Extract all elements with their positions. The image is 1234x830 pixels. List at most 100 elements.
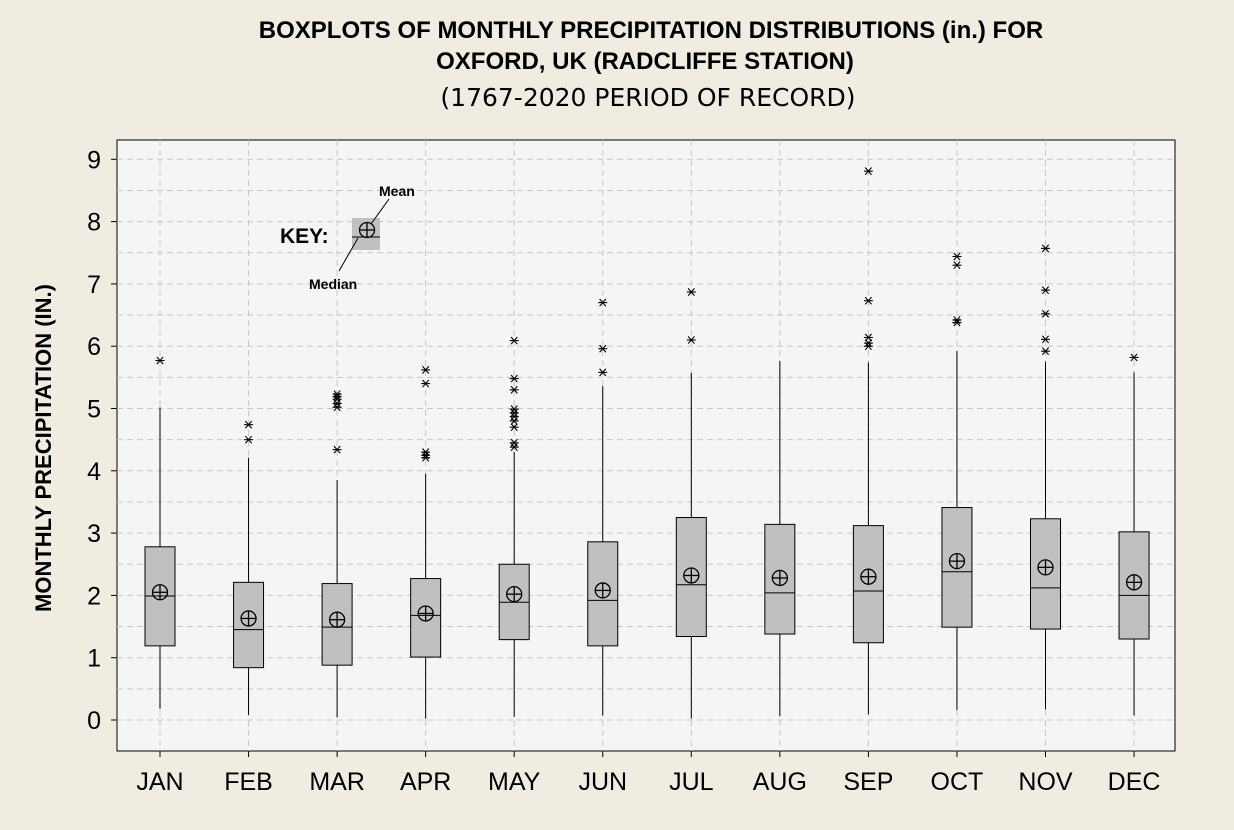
key-label: KEY:: [280, 225, 329, 248]
outlier-stroke: [599, 298, 607, 307]
chart-title-line2: OXFORD, UK (RADCLIFFE STATION): [436, 48, 854, 75]
outlier-stroke: [864, 342, 872, 351]
outlier-point: [863, 333, 873, 342]
x-tick-label: MAY: [488, 768, 541, 796]
outlier-point: [1041, 335, 1050, 344]
outlier-point: [421, 448, 431, 457]
key-box: [352, 218, 380, 250]
outlier-point: [952, 316, 962, 324]
x-tick-label: NOV: [1018, 768, 1073, 796]
outlier-point: [244, 420, 254, 429]
x-tick-label: APR: [400, 768, 451, 796]
outlier-point: [509, 405, 519, 414]
x-tick-label: OCT: [931, 768, 984, 796]
outlier-stroke: [1041, 347, 1050, 356]
outlier-point: [421, 379, 431, 388]
outlier-point: [952, 252, 962, 261]
y-tick-label: 1: [87, 645, 101, 673]
x-tick-label: JAN: [136, 768, 183, 796]
x-tick-label: MAR: [309, 768, 365, 796]
boxplot-jan: [144, 356, 176, 709]
outlier-stroke: [1041, 244, 1050, 253]
outlier-point: [598, 368, 608, 377]
y-tick-label: 7: [87, 271, 101, 299]
boxplot-sep: [852, 167, 884, 715]
outlier-point: [244, 435, 254, 444]
boxplot-jul: [675, 288, 707, 719]
outlier-stroke: [333, 390, 341, 399]
x-tick-label: SEP: [843, 768, 893, 796]
outlier-stroke: [422, 365, 430, 374]
x-tick-label: AUG: [753, 768, 807, 796]
boxplot-jun: [587, 298, 619, 716]
outlier-stroke: [510, 423, 518, 432]
outlier-stroke: [333, 445, 341, 454]
boxplot-apr: [410, 365, 442, 719]
y-tick-label: 2: [87, 582, 101, 610]
outlier-point: [509, 412, 519, 421]
outlier-point: [1041, 347, 1050, 356]
outlier-stroke: [156, 356, 164, 365]
outlier-point: [1041, 244, 1050, 253]
outlier-point: [332, 445, 342, 454]
outlier-stroke: [953, 316, 961, 324]
outlier-point: [332, 403, 342, 412]
chart-title-line1: BOXPLOTS OF MONTHLY PRECIPITATION DISTRI…: [259, 17, 1043, 44]
key-median-pointer: [338, 237, 359, 272]
outlier-stroke: [244, 420, 253, 429]
boxes: [144, 167, 1150, 719]
outlier-stroke: [953, 252, 961, 261]
boxplot-may: [498, 336, 530, 717]
outlier-point: [1129, 353, 1139, 362]
outlier-point: [509, 423, 519, 432]
boxplot-dec: [1118, 353, 1150, 716]
outlier-stroke: [864, 333, 872, 342]
outlier-stroke: [1041, 286, 1050, 295]
outlier-point: [509, 385, 519, 394]
outlier-stroke: [422, 379, 430, 388]
y-axis-label: MONTHLY PRECIPITATION (IN.): [31, 284, 56, 612]
outlier-point: [598, 298, 608, 307]
x-tick-label: FEB: [224, 768, 273, 796]
y-tick-label: 0: [87, 707, 101, 735]
outlier-point: [863, 167, 873, 176]
boxplot-oct: [941, 252, 973, 711]
outlier-stroke: [422, 448, 430, 457]
outlier-point: [332, 390, 342, 399]
outlier-point: [598, 344, 608, 353]
axes: 0 1 2 3 4 5 6 7 8 9 JAN FEB MAR APR MAY JUN JUL AUG SEP OCT…: [87, 146, 1160, 796]
outlier-stroke: [1041, 335, 1050, 344]
boxplot-mar: [321, 390, 353, 718]
outlier-point: [509, 438, 519, 447]
outlier-point: [421, 365, 431, 374]
outlier-stroke: [244, 435, 253, 444]
x-tick-label: DEC: [1108, 768, 1161, 796]
x-tick-label: JUL: [669, 768, 714, 796]
outlier-stroke: [599, 368, 607, 377]
outlier-stroke: [510, 408, 518, 417]
outlier-point: [863, 296, 873, 305]
outlier-stroke: [687, 288, 695, 296]
outlier-stroke: [687, 336, 695, 344]
y-tick-label: 9: [87, 146, 101, 174]
boxplot-aug: [764, 361, 796, 717]
key-mean-label: Mean: [379, 183, 415, 199]
outlier-point: [509, 336, 519, 345]
y-tick-label: 5: [87, 396, 101, 424]
y-tick-label: 4: [87, 458, 101, 486]
outlier-point: [1041, 309, 1050, 318]
key-mean-pointer: [370, 198, 390, 225]
outlier-stroke: [333, 403, 341, 412]
outlier-stroke: [510, 405, 518, 414]
outlier-stroke: [510, 385, 518, 394]
outlier-stroke: [510, 336, 518, 345]
outlier-point: [509, 374, 519, 383]
y-tick-label: 3: [87, 520, 101, 548]
y-tick-label: 8: [87, 209, 101, 237]
outlier-stroke: [599, 344, 607, 353]
boxplot-nov: [1030, 244, 1061, 710]
chart-subtitle: (1767-2020 PERIOD OF RECORD): [440, 83, 855, 112]
outlier-point: [1041, 286, 1050, 295]
outlier-stroke: [510, 412, 518, 421]
